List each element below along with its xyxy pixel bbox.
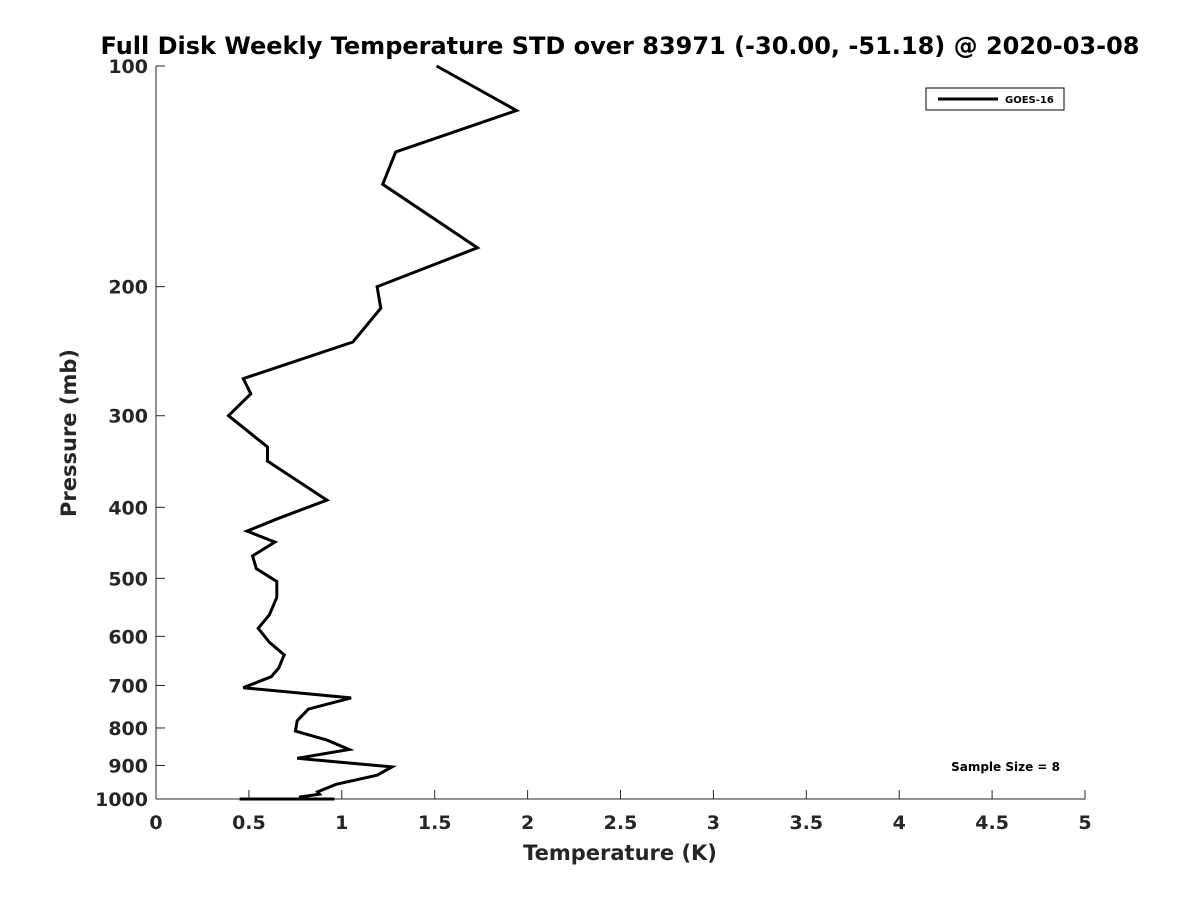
x-tick-label: 4 bbox=[893, 812, 906, 834]
y-tick-label: 300 bbox=[108, 406, 148, 428]
series-lines bbox=[226, 64, 521, 801]
y-tick-label: 200 bbox=[108, 277, 148, 299]
x-tick-label: 4.5 bbox=[975, 812, 1009, 834]
x-axis-label: Temperature (K) bbox=[523, 841, 717, 865]
x-tick-label: 1 bbox=[335, 812, 348, 834]
x-tick-label: 3.5 bbox=[789, 812, 823, 834]
x-tick-label: 5 bbox=[1078, 812, 1091, 834]
y-tick-label: 100 bbox=[108, 56, 148, 78]
x-tick-label: 1.5 bbox=[418, 812, 452, 834]
y-axis-ticks: 100 200 300 400 500 600 700 800 900 1000 bbox=[95, 56, 165, 811]
y-tick-label: 400 bbox=[108, 497, 148, 519]
x-tick-label: 2 bbox=[521, 812, 534, 834]
x-tick-label: 3 bbox=[707, 812, 720, 834]
x-axis-ticks: 0 0.5 1 1.5 2 2.5 3 3.5 4 4.5 5 bbox=[149, 790, 1092, 834]
series-line-goes-16 bbox=[226, 64, 521, 801]
legend: GOES-16 bbox=[925, 87, 1065, 111]
y-tick-label: 700 bbox=[108, 675, 148, 697]
sample-size-annotation: Sample Size = 8 bbox=[951, 760, 1060, 774]
x-tick-label: 0.5 bbox=[232, 812, 266, 834]
y-tick-label: 1000 bbox=[95, 789, 148, 811]
y-axis-label: Pressure (mb) bbox=[57, 349, 81, 517]
y-tick-label: 600 bbox=[108, 626, 148, 648]
chart-title: Full Disk Weekly Temperature STD over 83… bbox=[101, 32, 1140, 60]
y-tick-label: 900 bbox=[108, 755, 148, 777]
x-tick-label: 2.5 bbox=[604, 812, 638, 834]
y-tick-label: 500 bbox=[108, 568, 148, 590]
y-tick-label: 800 bbox=[108, 718, 148, 740]
x-tick-label: 0 bbox=[149, 812, 162, 834]
legend-label-goes-16: GOES-16 bbox=[1005, 95, 1054, 106]
